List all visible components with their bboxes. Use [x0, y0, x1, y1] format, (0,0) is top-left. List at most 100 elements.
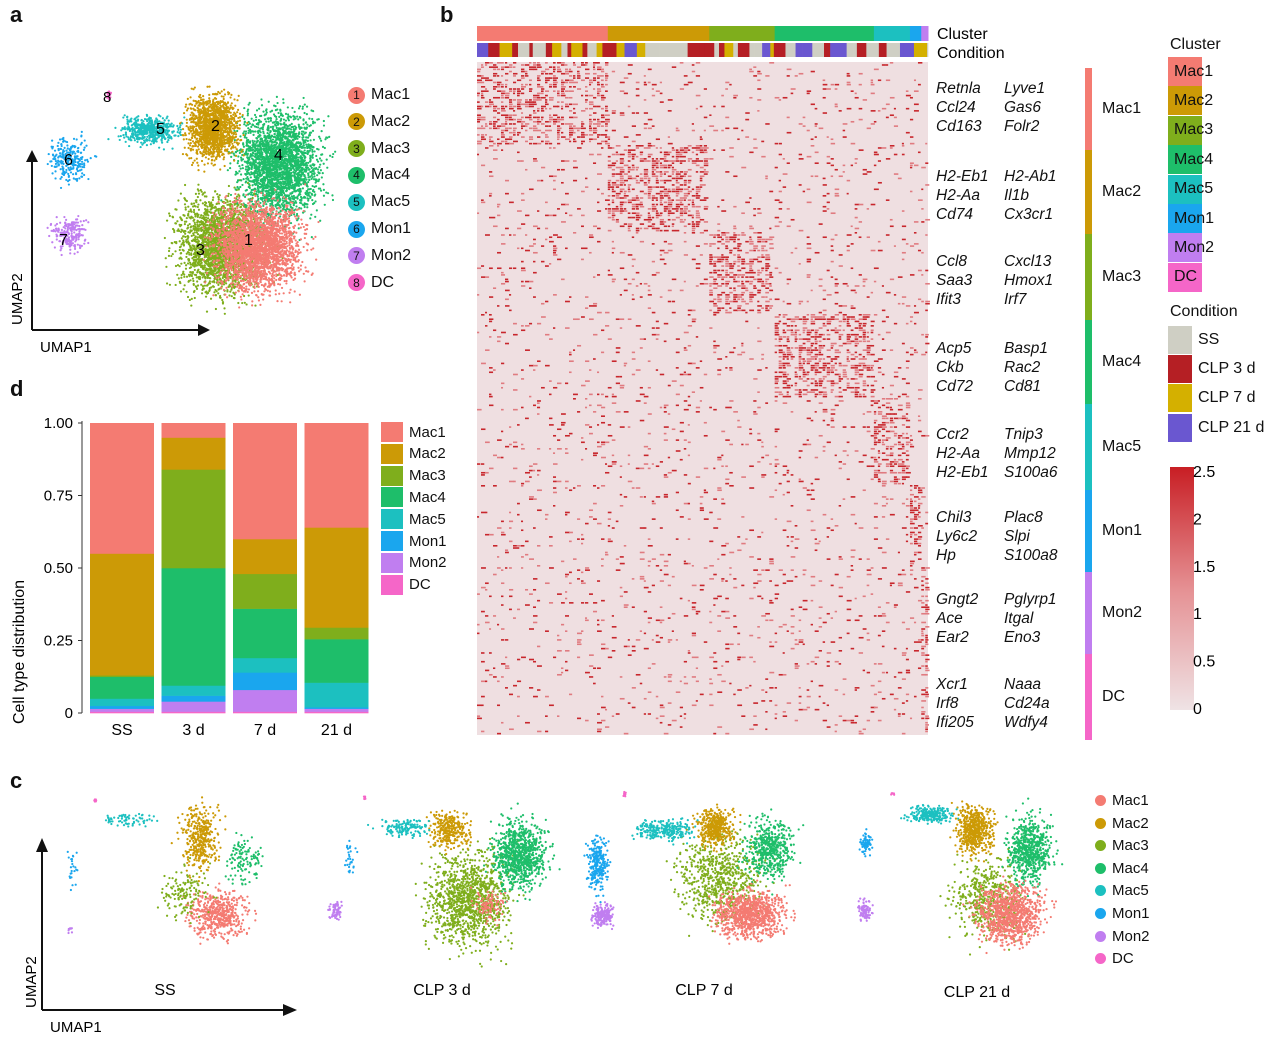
umap-a-cluster-2: 2 — [211, 118, 220, 135]
umap-c-legend-item: Mac2 — [1095, 815, 1149, 832]
gene-label: Acp5 — [936, 340, 971, 358]
condition-bar-segment — [529, 43, 534, 57]
bar-segment-mon1 — [233, 672, 297, 691]
bar-segment-dc — [233, 711, 297, 714]
gene-label: Cd24a — [1004, 695, 1050, 713]
bar-y-tick-label: 0.75 — [44, 488, 73, 505]
umap-a-legend-label: Mac2 — [371, 113, 410, 131]
bar-legend-swatch — [381, 487, 403, 508]
sidebar-label-mon2: Mon2 — [1102, 604, 1142, 622]
condition-legend-swatch — [1168, 413, 1192, 442]
gene-label: Slpi — [1004, 528, 1030, 546]
umap-c-panel-7d — [583, 790, 805, 945]
bar-segment-mac5 — [304, 682, 369, 708]
umap-c-x-arrow — [283, 1004, 297, 1016]
condition-bar-segment — [927, 43, 929, 57]
gene-label: Ly6c2 — [936, 528, 977, 546]
gene-label: Gngt2 — [936, 591, 978, 609]
color-scale-tick-label: 2 — [1193, 511, 1202, 528]
condition-legend-label: CLP 3 d — [1198, 360, 1256, 378]
color-scale-tick-label: 0.5 — [1193, 654, 1215, 671]
cluster-bar-mac3 — [709, 26, 776, 41]
bar-legend-swatch — [381, 465, 403, 486]
condition-bar-segment — [718, 43, 725, 57]
condition-legend-title: Condition — [1170, 303, 1238, 321]
cluster-legend-label: Mon2 — [1174, 239, 1214, 257]
bar-segment-mac5 — [233, 657, 297, 673]
stacked-bar-chart: SS 3 d 7 d 21 d 0 0.25 0.50 0.75 1.00 Cell type … — [11, 415, 369, 739]
umap-a-legend-item: 8 DC — [348, 274, 394, 292]
umap-a-legend-marker: 4 — [348, 166, 365, 184]
umap-c-legend-label: Mon1 — [1112, 905, 1150, 922]
gene-label: H2-Aa — [936, 445, 980, 463]
bar-legend-label: Mac2 — [409, 445, 446, 462]
umap-c-panel-ss — [66, 796, 264, 945]
sidebar-label-mac1: Mac1 — [1102, 100, 1141, 118]
gene-label: H2-Ab1 — [1004, 168, 1057, 186]
cluster-legend-swatch — [1168, 86, 1202, 116]
stacked-bars — [90, 423, 369, 714]
gene-label: Eno3 — [1004, 629, 1040, 647]
condition-bar-segment — [571, 43, 583, 57]
umap-a-legend-marker: 7 — [348, 247, 365, 265]
condition-bar-segment — [596, 43, 603, 57]
umap-c-condition-7d: CLP 7 d — [675, 982, 733, 999]
condition-bar-segment — [886, 43, 901, 57]
bar-legend-label: Mac1 — [409, 424, 446, 441]
umap-a-legend-label: Mac3 — [371, 140, 410, 158]
cluster-legend-swatch — [1168, 204, 1202, 233]
color-scale-bar — [1170, 467, 1194, 710]
umap-c-legend-item: Mac3 — [1095, 837, 1149, 854]
condition-legend-label: CLP 21 d — [1198, 419, 1264, 437]
gene-label: Cd72 — [936, 378, 973, 396]
umap-c-legend-dot — [1095, 885, 1106, 897]
condition-bar-segment — [552, 43, 557, 57]
gene-label: Ccr2 — [936, 426, 969, 444]
cluster-legend-item: Mac1 — [1168, 57, 1213, 86]
gene-label: S100a8 — [1004, 547, 1057, 565]
umap-c-legend-label: Mac3 — [1112, 837, 1149, 854]
panel-letter-d: d — [10, 376, 23, 402]
sidebar-label-mac4: Mac4 — [1102, 353, 1141, 371]
umap-a-legend-marker: 3 — [348, 140, 365, 158]
umap-c-legend-dot — [1095, 795, 1106, 806]
bar-legend-swatch — [381, 552, 403, 573]
umap-c-legend-label: Mac5 — [1112, 882, 1149, 899]
umap-c-legend-dot — [1095, 840, 1106, 852]
cluster-legend-item: Mac3 — [1168, 115, 1213, 145]
bar-legend-label: Mac4 — [409, 489, 446, 506]
umap-a-legend-item: 6 Mon1 — [348, 220, 411, 238]
bar-x-tick-label: 7 d — [254, 722, 276, 739]
bar-segment-mac1 — [90, 423, 154, 554]
umap-a-legend-marker: 2 — [348, 113, 365, 131]
gene-label: Ccl24 — [936, 99, 976, 117]
bar-y-tick-label: 0.25 — [44, 633, 73, 650]
bar-legend-item: Mac5 — [381, 509, 446, 530]
cluster-bar-mac4 — [774, 26, 875, 41]
cluster-legend-label: Mac3 — [1174, 121, 1213, 139]
bar-segment-mac4 — [161, 568, 226, 686]
heatmap-annotation-bars — [477, 26, 929, 57]
umap-a-cluster-mac2 — [178, 85, 249, 173]
condition-legend-item: CLP 21 d — [1168, 413, 1264, 442]
gene-label: Ace — [936, 610, 963, 628]
umap-c-legend-label: Mac1 — [1112, 792, 1149, 809]
condition-bar-segment — [724, 43, 734, 57]
condition-bar-segment — [587, 43, 597, 57]
cluster-legend-item: DC — [1168, 262, 1202, 292]
condition-bar-segment — [754, 43, 763, 57]
bar-segment-mon2 — [90, 708, 154, 712]
umap-a-legend-marker: 1 — [348, 86, 365, 104]
bar-segment-mac1 — [304, 423, 369, 528]
condition-legend-swatch — [1168, 384, 1192, 413]
sidebar-label-mac3: Mac3 — [1102, 268, 1141, 286]
bar-segment-mac1 — [233, 423, 297, 540]
gene-label: Naaa — [1004, 676, 1041, 694]
gene-label: Tnip3 — [1004, 426, 1043, 444]
umap-a-cluster-7: 7 — [59, 232, 68, 249]
cluster-legend-item: Mac4 — [1168, 145, 1213, 175]
condition-bar-segment — [561, 43, 568, 57]
condition-bar-segment — [866, 43, 880, 57]
condition-bar-segment — [555, 43, 562, 57]
condition-bar-segment — [477, 43, 489, 57]
